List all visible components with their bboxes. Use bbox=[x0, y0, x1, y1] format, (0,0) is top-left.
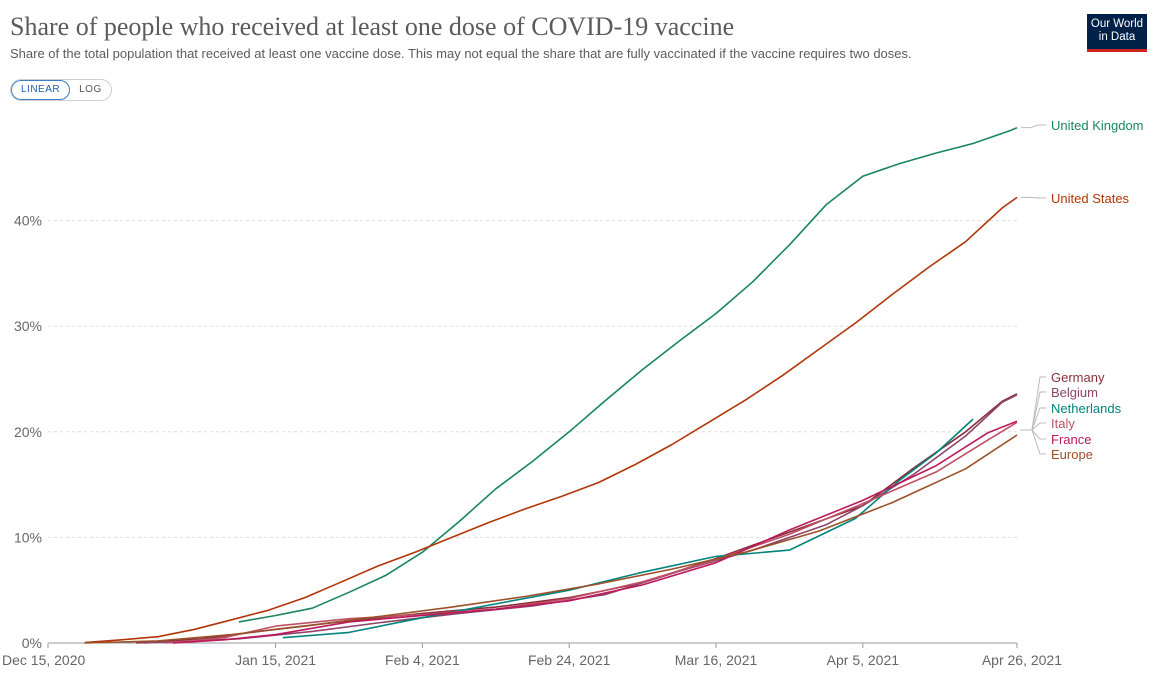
x-tick-label: Feb 4, 2021 bbox=[385, 652, 460, 668]
legend-label: Italy bbox=[1051, 416, 1075, 431]
series-line-united-kingdom bbox=[238, 126, 1018, 623]
linear-scale-button[interactable]: LINEAR bbox=[11, 80, 71, 100]
series-line-netherlands bbox=[282, 418, 974, 639]
series-line-france bbox=[172, 420, 1018, 644]
legend-label: Belgium bbox=[1051, 385, 1098, 400]
legend-label: United Kingdom bbox=[1051, 118, 1144, 133]
x-tick-label: Dec 15, 2020 bbox=[2, 652, 85, 668]
x-tick-label: Apr 26, 2021 bbox=[982, 652, 1062, 668]
x-tick-label: Apr 5, 2021 bbox=[827, 652, 900, 668]
y-tick-label: 0% bbox=[22, 635, 42, 651]
owid-logo[interactable]: Our World in Data bbox=[1087, 14, 1147, 52]
legend-leader bbox=[1020, 407, 1046, 431]
legend-label: Netherlands bbox=[1051, 401, 1122, 416]
log-scale-button[interactable]: LOG bbox=[79, 84, 102, 95]
chart-title: Share of people who received at least on… bbox=[10, 12, 735, 41]
y-tick-label: 40% bbox=[14, 213, 42, 229]
x-tick-label: Feb 24, 2021 bbox=[528, 652, 611, 668]
legend-leader bbox=[1020, 429, 1046, 455]
chart-subtitle: Share of the total population that recei… bbox=[10, 46, 912, 61]
legend-leader bbox=[1021, 196, 1046, 199]
legend-label: France bbox=[1051, 432, 1091, 447]
x-tick-label: Jan 15, 2021 bbox=[235, 652, 316, 668]
legend-label: Germany bbox=[1051, 370, 1105, 385]
y-tick-label: 10% bbox=[14, 529, 42, 545]
legend-label: Europe bbox=[1051, 447, 1093, 462]
legend-leader bbox=[1021, 124, 1046, 129]
series-line-europe bbox=[84, 434, 1018, 644]
legend-label: United States bbox=[1051, 191, 1130, 206]
series-line-germany bbox=[136, 393, 1018, 644]
x-tick-label: Mar 16, 2021 bbox=[675, 652, 758, 668]
scale-toggle[interactable]: LINEAR LOG bbox=[10, 79, 112, 101]
legend-leader bbox=[1020, 391, 1046, 431]
y-tick-label: 20% bbox=[14, 424, 42, 440]
y-tick-label: 30% bbox=[14, 318, 42, 334]
series-line-belgium bbox=[143, 394, 1018, 644]
series-line-united-states bbox=[84, 196, 1018, 644]
legend-leader bbox=[1020, 376, 1046, 431]
series-line-italy bbox=[165, 421, 1018, 644]
logo-line-1: Our World bbox=[1090, 18, 1144, 30]
logo-line-2: in Data bbox=[1098, 31, 1136, 43]
